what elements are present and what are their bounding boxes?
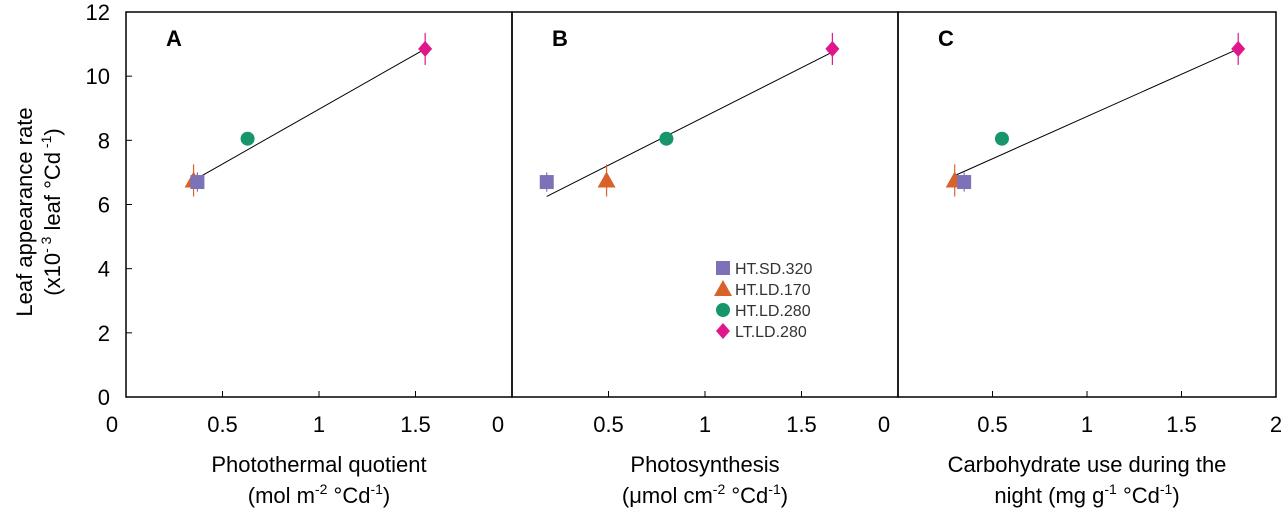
panel-label: A [166, 26, 182, 51]
x-axis-units-part: ) [781, 483, 788, 508]
x-axis-units-superscript: -1 [370, 481, 383, 497]
legend-label: HT.LD.280 [735, 303, 811, 320]
data-point [994, 131, 1009, 146]
legend-marker [716, 261, 730, 275]
x-axis-label: Photosynthesis [630, 452, 779, 477]
panel-frame [897, 11, 1277, 398]
x-axis-units: night (mg g-1 °Cd-1) [994, 481, 1179, 508]
x-tick-label: 1.5 [786, 412, 817, 437]
x-axis-units-part: °Cd [1117, 483, 1160, 508]
legend-marker [714, 280, 732, 296]
y-tick-label: 12 [86, 0, 110, 25]
data-point [240, 131, 255, 146]
x-tick-label: 0 [878, 412, 890, 437]
legend-label: HT.SD.320 [735, 261, 812, 278]
x-axis-units-part: (μmol cm [622, 483, 713, 508]
x-tick-label: 1.5 [1166, 412, 1197, 437]
x-tick-label: 0.5 [593, 412, 624, 437]
data-point [539, 175, 554, 190]
x-axis-units-part: night (mg g [994, 483, 1104, 508]
y-tick-label: 2 [98, 321, 110, 346]
y-axis-units-superscript: - 3 [38, 236, 54, 253]
panel-label: B [552, 26, 568, 51]
x-axis-units-part: ) [1172, 483, 1179, 508]
y-tick-label: 4 [98, 257, 110, 282]
x-tick-label: 0.5 [207, 412, 238, 437]
data-point [957, 175, 972, 190]
data-point [418, 40, 433, 57]
x-axis-units-superscript: -2 [713, 481, 726, 497]
legend-label: LT.LD.280 [735, 324, 807, 341]
data-point [825, 40, 840, 57]
x-tick-label: 0.5 [977, 412, 1008, 437]
x-axis-units-superscript: -1 [1160, 481, 1173, 497]
x-tick-label: 1 [313, 412, 325, 437]
x-axis-units-superscript: -1 [768, 481, 781, 497]
panel-frame [125, 11, 513, 398]
x-axis-units-part: °Cd [327, 483, 370, 508]
x-axis-label: Photothermal quotient [211, 452, 426, 477]
panel-label: C [938, 26, 954, 51]
panel-frame [511, 11, 899, 398]
x-tick-label: 0 [492, 412, 504, 437]
y-axis-units-part: leaf °Cd [40, 152, 65, 237]
fit-line [193, 48, 426, 181]
y-axis-units: (x10- 3 leaf °Cd -1) [38, 128, 65, 295]
data-point [597, 171, 616, 188]
fit-line [954, 48, 1239, 177]
y-axis-label: Leaf appearance rate [12, 107, 37, 316]
x-tick-label: 1 [1081, 412, 1093, 437]
y-axis-units-part: (x10 [40, 253, 65, 296]
x-tick-label: 1 [699, 412, 711, 437]
y-tick-label: 10 [86, 64, 110, 89]
x-axis-units: (μmol cm-2 °Cd-1) [622, 481, 788, 508]
y-axis-units-part: ) [40, 128, 65, 135]
x-tick-label: 0 [106, 412, 118, 437]
x-tick-label: 1.5 [400, 412, 431, 437]
x-axis-units-part: ) [383, 483, 390, 508]
x-tick-label: 2 [1270, 412, 1282, 437]
fit-line [546, 51, 833, 197]
x-axis-units: (mol m-2 °Cd-1) [248, 481, 391, 508]
legend-label: HT.LD.170 [735, 282, 811, 299]
x-axis-units-part: °Cd [725, 483, 768, 508]
data-point [659, 131, 674, 146]
x-axis-units-superscript: -1 [1104, 481, 1117, 497]
y-tick-label: 0 [98, 385, 110, 410]
data-point [1231, 40, 1246, 57]
y-tick-label: 6 [98, 193, 110, 218]
x-axis-units-superscript: -2 [315, 481, 328, 497]
y-axis-units-superscript: -1 [38, 135, 54, 152]
data-point [190, 175, 205, 190]
x-axis-units-part: (mol m [248, 483, 315, 508]
legend-marker [716, 303, 730, 317]
legend-marker [716, 323, 730, 339]
y-tick-label: 8 [98, 128, 110, 153]
x-axis-label: Carbohydrate use during the [948, 452, 1227, 477]
